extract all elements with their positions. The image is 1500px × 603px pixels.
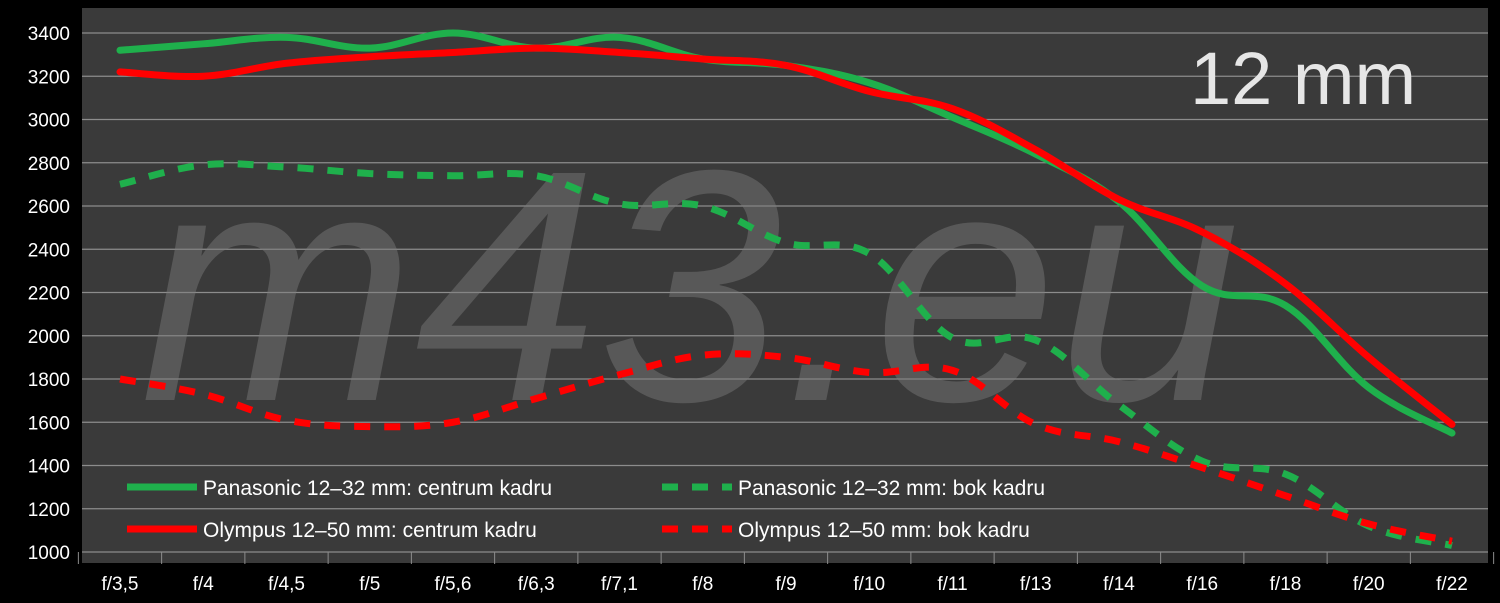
y-tick-label: 2200 <box>28 284 70 305</box>
y-tick-label: 1200 <box>28 500 70 521</box>
series-line <box>116 44 1456 428</box>
x-tick-label: f/22 <box>1436 574 1468 595</box>
x-tick-label: f/10 <box>853 574 885 595</box>
x-tick-label: f/8 <box>692 574 713 595</box>
x-tick-label: f/14 <box>1103 574 1135 595</box>
x-tick-label: f/20 <box>1353 574 1385 595</box>
series-line <box>119 160 1453 549</box>
x-axis: f/3,5 f/4 f/4,5 f/5 f/5,6 f/6,3 f/7,1 f/8 f/9 f/1… <box>77 552 1495 595</box>
y-tick-label: 1600 <box>28 413 70 434</box>
y-tick-label: 1000 <box>28 543 70 564</box>
chart-title: 12 mm <box>1190 37 1416 120</box>
watermark: m43.eu <box>140 101 1241 470</box>
x-tick-label: f/18 <box>1270 574 1302 595</box>
x-tick-label: f/7,1 <box>601 574 638 595</box>
grid-lines <box>82 32 1488 553</box>
x-tick-label: f/4 <box>193 574 215 595</box>
x-tick-label: f/11 <box>937 574 967 595</box>
y-tick-label: 1800 <box>28 370 70 391</box>
x-tick-label: f/3,5 <box>102 574 139 595</box>
series-line <box>119 350 1453 545</box>
legend-label: Panasonic 12–32 mm: bok kadru <box>738 477 1045 500</box>
legend-label: Panasonic 12–32 mm: centrum kadru <box>203 477 552 500</box>
legend-label: Olympus 12–50 mm: bok kadru <box>738 519 1030 542</box>
y-tick-label: 3200 <box>28 67 70 88</box>
x-tick-label: f/13 <box>1020 574 1052 595</box>
x-tick-label: f/5,6 <box>435 574 472 595</box>
x-tick-label: f/5 <box>359 574 380 595</box>
series-lines <box>116 29 1456 549</box>
y-tick-label: 2800 <box>28 154 70 175</box>
legend: Panasonic 12–32 mm: centrum kadru Panason… <box>127 477 1045 542</box>
y-tick-label: 3400 <box>28 24 70 45</box>
y-tick-label: 2600 <box>28 197 70 218</box>
y-axis: 1000 1200 1400 1600 1800 2000 2200 2400 2600 2800… <box>28 24 70 564</box>
y-tick-label: 1400 <box>28 457 70 478</box>
y-tick-label: 3000 <box>28 111 70 132</box>
legend-label: Olympus 12–50 mm: centrum kadru <box>203 519 537 542</box>
x-tick-label: f/4,5 <box>268 574 305 595</box>
y-tick-label: 2000 <box>28 327 70 348</box>
x-tick-label: f/6,3 <box>518 574 555 595</box>
x-tick-label: f/9 <box>775 574 796 595</box>
y-tick-label: 2400 <box>28 240 70 261</box>
x-tick-label: f/16 <box>1186 574 1218 595</box>
